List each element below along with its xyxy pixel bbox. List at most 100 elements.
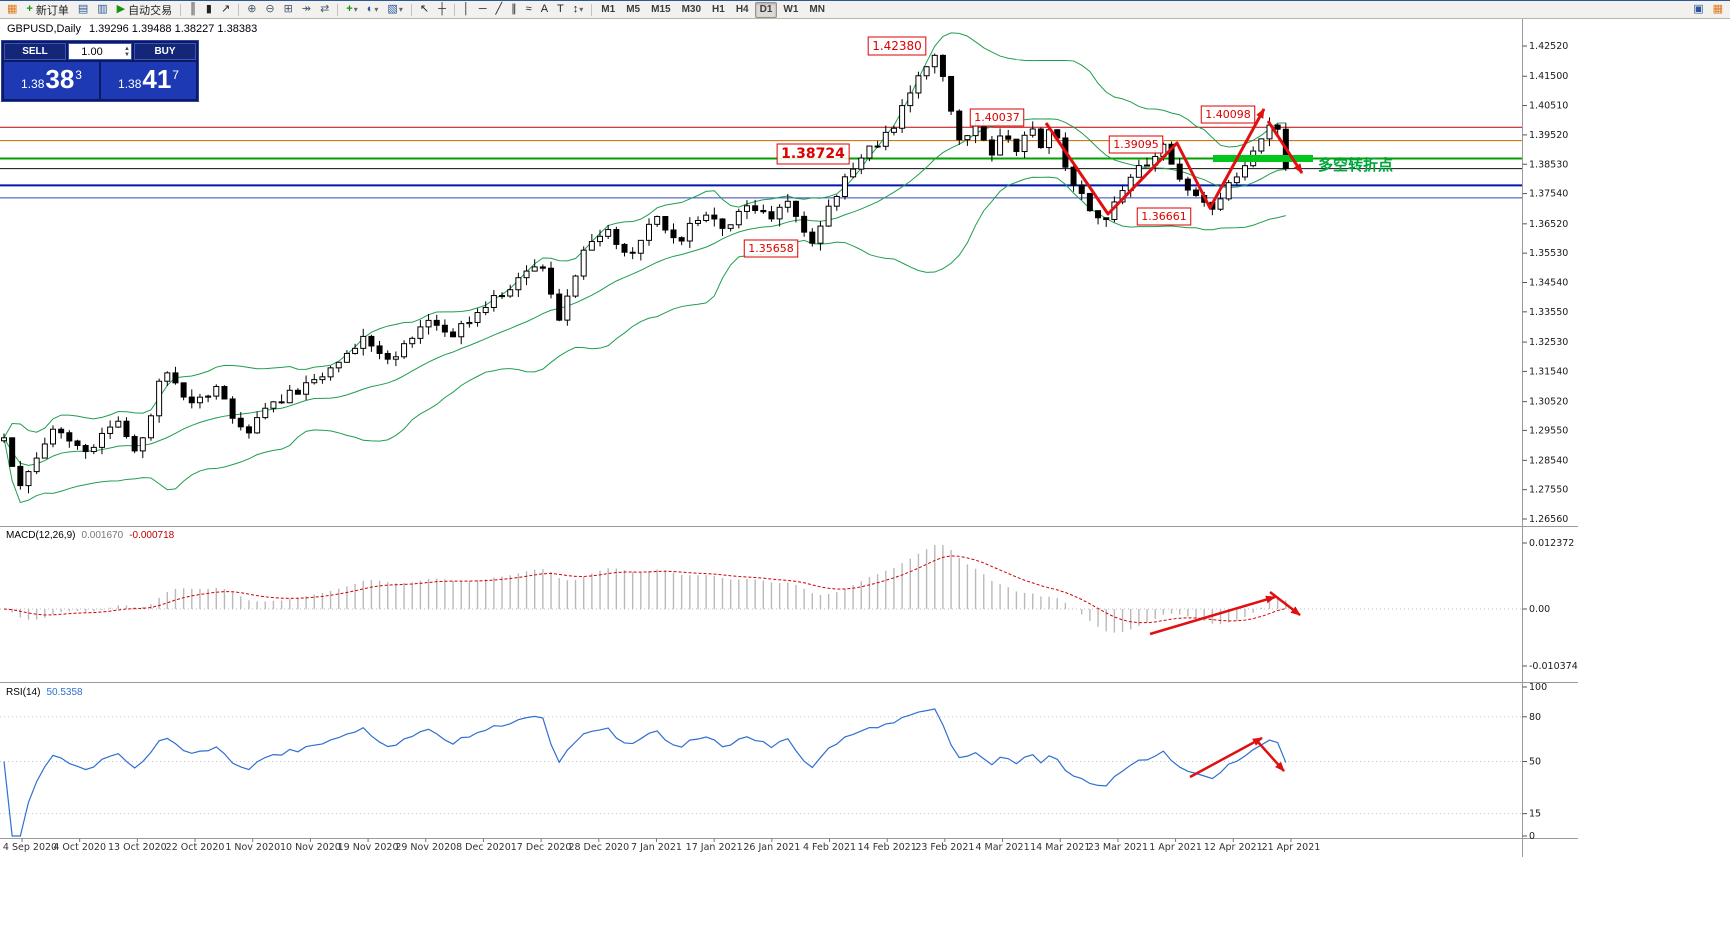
arrows-tool-button[interactable]: ↕ ▾ — [569, 1, 588, 18]
candle-body — [1135, 165, 1142, 178]
candle-body — [792, 200, 799, 217]
text-tool-button[interactable]: A — [537, 1, 552, 18]
templates-button[interactable]: ▧ ▾ — [383, 1, 406, 18]
date-axis-label: 14 Mar 2021 — [1030, 842, 1090, 853]
candle-body — [825, 205, 832, 227]
horizontal-line-button[interactable]: ─ — [475, 1, 491, 18]
hline-layer[interactable] — [0, 126, 1522, 199]
bars-chart-icon: ║ — [189, 3, 197, 15]
trendline-icon: ╱ — [495, 3, 503, 15]
candle-body — [735, 210, 742, 226]
price-annotation-box[interactable] — [776, 143, 850, 165]
candle-body — [531, 266, 538, 272]
candle-body — [515, 277, 522, 291]
price-drop-arrow[interactable] — [1266, 120, 1304, 174]
indicators-button[interactable]: + ▾ — [342, 1, 361, 18]
vertical-line-button[interactable]: │ — [459, 1, 474, 18]
price-annotation[interactable]: 1.38724 — [781, 146, 845, 162]
volume-up-icon[interactable]: ▲ — [124, 45, 130, 52]
price-annotation[interactable]: 1.36661 — [1141, 210, 1187, 223]
ask-price-display[interactable]: 1.38 41 7 — [101, 62, 196, 99]
chart-title: GBPUSD,Daily 1.39296 1.39488 1.38227 1.38… — [7, 23, 257, 35]
date-axis-label: 29 Nov 2020 — [395, 842, 456, 853]
price-annotation-box[interactable] — [1200, 105, 1256, 124]
macd-rise-arrow[interactable] — [1149, 595, 1276, 636]
price-zigzag-arrow[interactable] — [1044, 108, 1266, 216]
rsi-name: RSI(14) — [6, 687, 41, 698]
turning-point-label[interactable]: 多空转折点 — [1318, 156, 1393, 174]
candle-body — [899, 105, 906, 129]
timeframe-button-h4[interactable]: H4 — [735, 3, 749, 15]
price-annotation-box[interactable] — [969, 108, 1025, 127]
turning-point-highlight-bar[interactable] — [1213, 155, 1313, 163]
chart-list-button[interactable]: ▥ — [93, 1, 111, 18]
sell-button[interactable]: SELL — [4, 43, 66, 60]
zoom-in-button[interactable]: ⊕ — [243, 1, 260, 18]
macd-drop-arrow[interactable] — [1269, 591, 1301, 616]
bollinger-lower-band — [3, 176, 1286, 504]
orange-grid-icon: ▦ — [1712, 3, 1723, 15]
price-annotation-box[interactable] — [867, 36, 927, 56]
price-annotation[interactable]: 1.40098 — [1205, 108, 1251, 121]
candle-body — [221, 386, 228, 400]
date-axis-label: 17 Jan 2021 — [686, 842, 743, 853]
clock-icon: ◐ — [366, 3, 374, 15]
profiles-button[interactable]: ▤ — [74, 1, 92, 18]
timeframe-button-d1[interactable]: D1 — [754, 1, 778, 18]
auto-trading-button[interactable]: ▶ 自动交易 — [113, 1, 176, 18]
timeframe-button-m15[interactable]: M15 — [651, 3, 671, 15]
date-axis-label: 4 Feb 2021 — [803, 842, 856, 853]
chart-canvas[interactable]: 多空转折点 1.42380 1.40037 1.40098 1.39095 1.38724… — [0, 18, 1730, 939]
candle-body — [809, 231, 816, 244]
annotation-layer[interactable]: 多空转折点 1.42380 1.40037 1.40098 1.39095 1.38724… — [743, 36, 1393, 779]
channel-button[interactable]: ∥ — [507, 1, 521, 18]
volume-input[interactable] — [69, 45, 115, 58]
candle-body — [539, 266, 546, 269]
candle-body — [49, 428, 56, 445]
trendline-button[interactable]: ╱ — [492, 1, 507, 18]
indicator-layer — [3, 545, 1287, 837]
timeframe-button-mn[interactable]: MN — [809, 3, 825, 15]
promo-button[interactable]: ▦ — [1709, 1, 1727, 18]
price-axis-label: 1.40510 — [1529, 101, 1568, 112]
auto-scroll-button[interactable]: ↠ — [298, 1, 315, 18]
zoom-out-button[interactable]: ⊖ — [261, 1, 278, 18]
timeframe-button-m1[interactable]: M1 — [601, 3, 616, 15]
chart-shift-button[interactable]: ⇄ — [316, 1, 333, 18]
tile-windows-button[interactable]: ⊞ — [280, 1, 297, 18]
fibonacci-button[interactable]: ≈ — [522, 1, 536, 18]
timeframe-button-m5[interactable]: M5 — [626, 3, 641, 15]
candle-body — [1274, 124, 1281, 130]
buy-button[interactable]: BUY — [134, 43, 196, 60]
macd-main-value: 0.001670 — [81, 530, 124, 541]
price-annotation[interactable]: 1.42380 — [872, 39, 922, 53]
apps-grid-button[interactable]: ▣ — [1689, 1, 1707, 18]
chevron-down-icon: ▾ — [353, 5, 358, 14]
candle-chart-button[interactable]: ▮ — [202, 1, 216, 18]
price-annotation-box[interactable] — [1136, 207, 1192, 226]
price-annotation-box[interactable] — [743, 239, 799, 258]
crosshair-button[interactable]: ┼ — [434, 1, 450, 18]
text-tool-icon: A — [540, 3, 549, 15]
volume-down-icon[interactable]: ▼ — [124, 51, 130, 58]
rsi-drop-arrow[interactable] — [1257, 741, 1285, 772]
bid-price-display[interactable]: 1.38 38 3 — [4, 62, 99, 99]
price-annotation[interactable]: 1.40037 — [974, 111, 1020, 124]
timeframe-button-w1[interactable]: W1 — [783, 3, 799, 15]
price-annotation[interactable]: 1.35658 — [748, 242, 794, 255]
candle-body — [752, 205, 759, 212]
candle-body — [33, 457, 40, 473]
cursor-button[interactable]: ↖ — [416, 1, 433, 18]
new-order-button[interactable]: + 新订单 — [22, 1, 72, 18]
timeframe-button-h1[interactable]: H1 — [712, 3, 725, 15]
line-chart-button[interactable]: ↗ — [217, 1, 234, 18]
rsi-rise-arrow[interactable] — [1189, 736, 1263, 779]
periods-button[interactable]: ◐ ▾ — [363, 1, 383, 18]
candle-body — [311, 379, 318, 384]
bars-chart-button[interactable]: ║ — [185, 1, 201, 18]
price-annotation[interactable]: 1.39095 — [1113, 138, 1159, 151]
label-tool-button[interactable]: T — [553, 1, 568, 18]
price-annotation-box[interactable] — [1108, 135, 1164, 154]
timeframe-button-m30[interactable]: M30 — [681, 3, 702, 15]
new-chart-button[interactable]: ▦ — [3, 1, 21, 18]
